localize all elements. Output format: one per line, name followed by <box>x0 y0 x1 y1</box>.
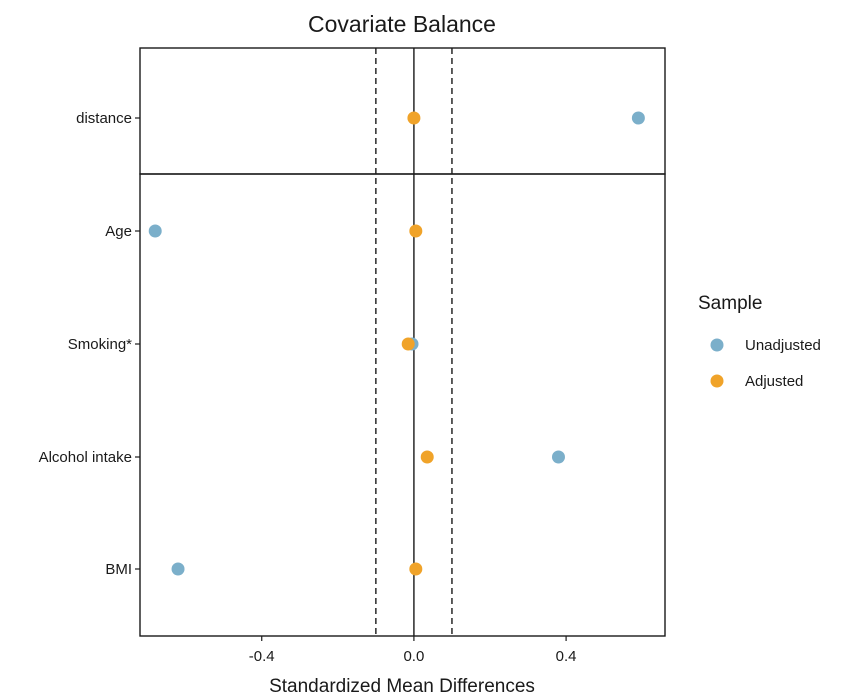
panel-border <box>139 173 666 637</box>
x-axis-title: Standardized Mean Differences <box>269 676 535 696</box>
point-adjusted <box>407 111 421 125</box>
legend-key-adjusted <box>710 374 724 388</box>
y-axis: distance Age Smoking* Alcohol intake BMI <box>39 110 140 578</box>
point-unadjusted <box>148 224 162 238</box>
panel-border <box>139 47 666 175</box>
legend-title: Sample <box>698 293 762 314</box>
y-tick-label: Age <box>105 223 132 240</box>
point-unadjusted <box>551 450 565 464</box>
point-unadjusted <box>631 111 645 125</box>
x-tick-label: -0.4 <box>249 648 275 665</box>
chart-title: Covariate Balance <box>308 11 496 37</box>
y-tick-label: Alcohol intake <box>39 449 132 466</box>
plot-area <box>139 47 666 637</box>
legend: Sample Unadjusted Adjusted <box>698 293 821 390</box>
y-tick-label: distance <box>76 110 132 127</box>
data-points <box>148 111 645 576</box>
x-axis: -0.4 0.0 0.4 <box>249 636 577 665</box>
legend-key-unadjusted <box>710 338 724 352</box>
point-adjusted <box>420 450 434 464</box>
panels <box>139 47 666 637</box>
legend-label-unadjusted: Unadjusted <box>745 337 821 354</box>
point-adjusted <box>409 224 423 238</box>
point-adjusted <box>401 337 415 351</box>
y-tick-label: BMI <box>105 561 132 578</box>
x-tick-label: 0.0 <box>403 648 424 665</box>
legend-label-adjusted: Adjusted <box>745 373 803 390</box>
x-tick-label: 0.4 <box>556 648 577 665</box>
point-unadjusted <box>171 562 185 576</box>
point-adjusted <box>409 562 423 576</box>
legend-items: Unadjusted Adjusted <box>710 337 821 390</box>
y-tick-label: Smoking* <box>68 336 132 353</box>
